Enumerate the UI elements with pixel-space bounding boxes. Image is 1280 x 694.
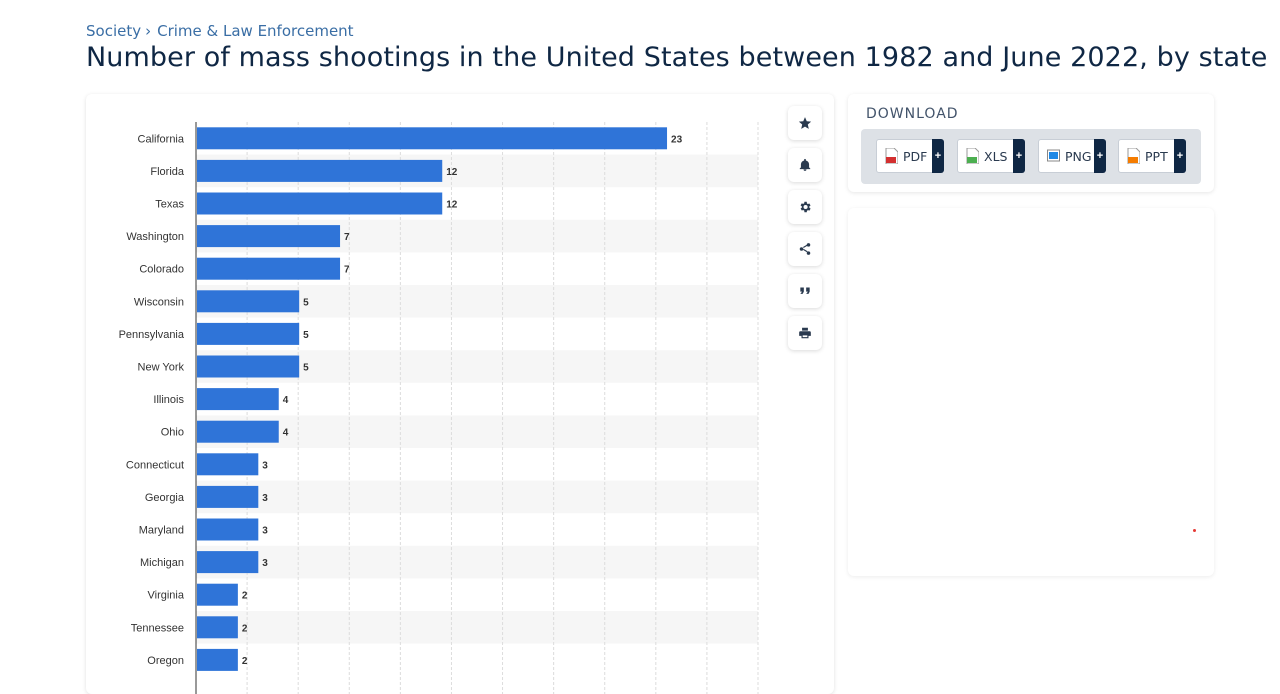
bar-oregon bbox=[197, 648, 238, 671]
value-label: 3 bbox=[262, 493, 268, 504]
side-panel bbox=[848, 208, 1214, 576]
category-label: California bbox=[138, 133, 185, 145]
bar-new-york bbox=[197, 355, 300, 378]
category-label: Florida bbox=[150, 166, 185, 178]
category-label: Oregon bbox=[147, 655, 184, 667]
category-label: Tennessee bbox=[131, 622, 184, 634]
download-pdf-button[interactable]: PDF + bbox=[876, 139, 944, 173]
download-title: DOWNLOAD bbox=[866, 106, 959, 122]
value-label: 7 bbox=[344, 232, 350, 243]
pdf-file-icon bbox=[885, 148, 898, 164]
category-label: Georgia bbox=[145, 492, 185, 504]
chart-card: California 23 Florida 12 Texas 12 Washington 7 C… bbox=[86, 94, 834, 694]
bell-icon bbox=[799, 158, 811, 171]
ppt-plus-icon[interactable]: + bbox=[1174, 139, 1186, 173]
png-file-icon bbox=[1047, 149, 1060, 162]
download-ppt-button[interactable]: PPT + bbox=[1118, 139, 1186, 173]
ppt-label: PPT bbox=[1145, 148, 1168, 164]
star-icon bbox=[798, 117, 812, 129]
download-xls-button[interactable]: XLS + bbox=[957, 139, 1025, 173]
png-label: PNG bbox=[1065, 148, 1092, 164]
row-band bbox=[196, 545, 758, 579]
share-icon bbox=[799, 243, 811, 255]
breadcrumb-crime-link[interactable]: Crime & Law Enforcement bbox=[157, 22, 354, 40]
bar-california bbox=[197, 127, 668, 150]
favorite-button[interactable] bbox=[788, 106, 822, 140]
quote-icon bbox=[800, 287, 810, 294]
value-label: 12 bbox=[446, 167, 458, 178]
page-title: Number of mass shootings in the United S… bbox=[86, 42, 1268, 73]
category-label: Illinois bbox=[153, 394, 184, 406]
value-label: 7 bbox=[344, 265, 350, 276]
bar-washington bbox=[197, 225, 341, 248]
row-band bbox=[196, 480, 758, 514]
bar-pennsylvania bbox=[197, 322, 300, 345]
value-label: 5 bbox=[303, 363, 309, 374]
gear-icon bbox=[800, 201, 811, 213]
ppt-file-icon bbox=[1127, 148, 1140, 164]
category-label: Colorado bbox=[139, 264, 184, 276]
category-label: Virginia bbox=[148, 590, 185, 602]
value-label: 3 bbox=[262, 460, 268, 471]
printer-icon bbox=[799, 327, 811, 339]
chart-toolbar bbox=[788, 106, 822, 358]
category-label: Wisconsin bbox=[134, 296, 184, 308]
category-label: Washington bbox=[126, 231, 184, 243]
bar-tennessee bbox=[197, 616, 238, 639]
bar-texas bbox=[197, 192, 443, 215]
row-band bbox=[196, 611, 758, 644]
breadcrumb-society-link[interactable]: Society bbox=[86, 22, 142, 40]
bar-colorado bbox=[197, 257, 341, 280]
value-label: 2 bbox=[242, 623, 248, 634]
bar-georgia bbox=[197, 485, 259, 508]
cite-button[interactable] bbox=[788, 274, 822, 308]
pdf-plus-icon[interactable]: + bbox=[932, 139, 944, 173]
category-label: Maryland bbox=[139, 525, 184, 537]
xls-plus-icon[interactable]: + bbox=[1013, 139, 1025, 173]
png-plus-icon[interactable]: + bbox=[1094, 139, 1106, 173]
bar-virginia bbox=[197, 583, 238, 606]
breadcrumb-separator: › bbox=[145, 22, 152, 40]
bar-michigan bbox=[197, 551, 259, 574]
print-button[interactable] bbox=[788, 316, 822, 350]
value-label: 4 bbox=[283, 395, 289, 406]
value-label: 12 bbox=[446, 200, 458, 211]
value-label: 2 bbox=[242, 591, 248, 602]
red-dot-marker bbox=[1193, 529, 1196, 532]
pdf-label: PDF bbox=[903, 148, 928, 164]
category-label: Ohio bbox=[161, 427, 184, 439]
category-label: Michigan bbox=[140, 557, 184, 569]
settings-button[interactable] bbox=[788, 190, 822, 224]
value-label: 3 bbox=[262, 526, 268, 537]
bar-connecticut bbox=[197, 453, 259, 476]
bar-wisconsin bbox=[197, 290, 300, 313]
value-label: 3 bbox=[262, 558, 268, 569]
xls-file-icon bbox=[966, 148, 979, 164]
download-png-button[interactable]: PNG + bbox=[1038, 139, 1106, 173]
category-label: Pennsylvania bbox=[119, 329, 185, 341]
value-label: 5 bbox=[303, 297, 309, 308]
bar-ohio bbox=[197, 420, 279, 443]
bar-illinois bbox=[197, 388, 279, 411]
breadcrumb: Society › Crime & Law Enforcement bbox=[86, 22, 354, 40]
value-label: 2 bbox=[242, 656, 248, 667]
download-button-group: PDF + XLS + PNG + PPT + bbox=[861, 129, 1201, 184]
category-label: New York bbox=[138, 362, 185, 374]
share-button[interactable] bbox=[788, 232, 822, 266]
category-label: Texas bbox=[155, 199, 184, 211]
bar-florida bbox=[197, 159, 443, 182]
row-band bbox=[196, 415, 758, 448]
category-label: Connecticut bbox=[126, 459, 184, 471]
value-label: 5 bbox=[303, 330, 309, 341]
xls-label: XLS bbox=[984, 148, 1008, 164]
notification-button[interactable] bbox=[788, 148, 822, 182]
download-panel: DOWNLOAD PDF + XLS + PNG + bbox=[848, 94, 1214, 192]
value-label: 4 bbox=[283, 428, 289, 439]
bar-maryland bbox=[197, 518, 259, 541]
value-label: 23 bbox=[671, 134, 683, 145]
